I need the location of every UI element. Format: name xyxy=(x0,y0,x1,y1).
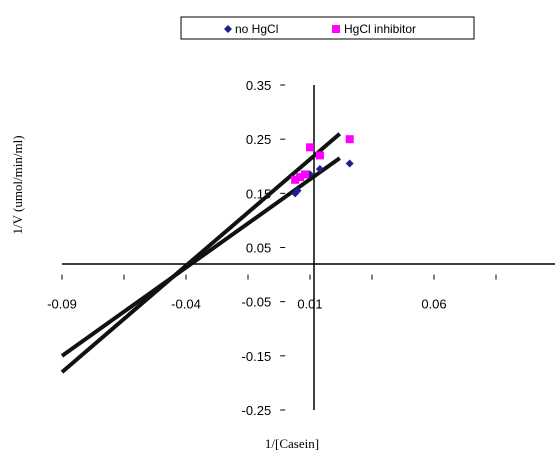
x-tick-label: 0.01 xyxy=(297,297,322,312)
y-tick-label: -0.15 xyxy=(242,349,272,364)
data-point-series-1 xyxy=(315,151,324,160)
legend-marker-no-hgcl xyxy=(224,25,232,33)
trendline-series-1 xyxy=(60,132,342,374)
y-tick-label: 0.35 xyxy=(246,78,271,93)
legend: no HgCl HgCl inhibitor xyxy=(180,16,475,40)
y-tick-label: -0.05 xyxy=(242,295,272,310)
data-point-series-0 xyxy=(315,164,324,173)
x-axis-title: 1/[Casein] xyxy=(265,436,319,451)
data-point-series-1 xyxy=(296,173,305,182)
data-point-series-1 xyxy=(301,170,310,179)
legend-label-hgcl-inhibitor: HgCl inhibitor xyxy=(344,22,416,36)
data-point-series-0 xyxy=(345,159,354,168)
y-tick-label: 0.05 xyxy=(246,241,271,256)
data-point-series-1 xyxy=(345,135,354,144)
data-points xyxy=(291,135,354,198)
x-tick-label: -0.09 xyxy=(47,297,77,312)
y-axis-title: 1/V (umol/min/ml) xyxy=(10,135,25,234)
legend-label-no-hgcl: no HgCl xyxy=(235,22,278,36)
y-tick-label: -0.25 xyxy=(242,403,272,418)
x-tick-label: 0.06 xyxy=(421,297,446,312)
x-tick-label: -0.04 xyxy=(171,297,201,312)
trendlines xyxy=(60,132,342,374)
data-point-series-1 xyxy=(291,175,300,184)
ticks xyxy=(61,84,497,411)
data-point-series-1 xyxy=(306,143,314,152)
axes xyxy=(62,85,555,410)
y-tick-label: 0.25 xyxy=(246,132,271,147)
tick-labels: -0.09 -0.04 0.01 0.060.350.250.150.05-0.05-… xyxy=(47,78,446,418)
legend-box xyxy=(180,16,475,40)
data-point-series-0 xyxy=(293,186,302,195)
legend-marker-hgcl-inhibitor xyxy=(332,25,340,33)
